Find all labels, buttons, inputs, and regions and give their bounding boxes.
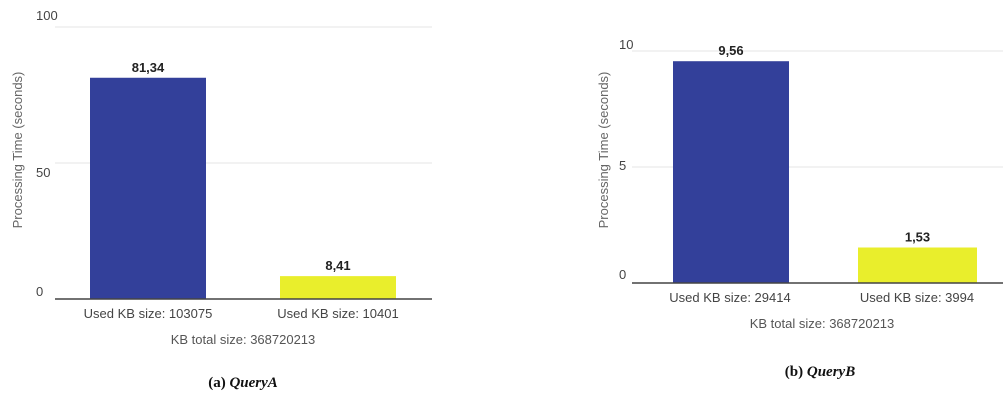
chart-b-data-label-bar-1: 9,56 [718, 43, 743, 58]
chart-b-caption-prefix: (b) [785, 364, 807, 380]
chart-b-caption: (b) QueryB [785, 364, 855, 380]
chart-a-category-label-2: Used KB size: 10401 [277, 306, 398, 321]
chart-b-ytick-10: 10 [619, 37, 633, 52]
chart-b-caption-name: QueryB [807, 364, 855, 380]
chart-a-bar-used-103075 [90, 77, 206, 299]
chart-a-ytick-0: 0 [36, 284, 43, 299]
chart-a-x-axis-label: KB total size: 368720213 [171, 332, 316, 347]
chart-b-ytick-0: 0 [619, 267, 626, 282]
chart-a-bar-used-10401 [280, 276, 396, 299]
chart-b-ytick-5: 5 [619, 158, 626, 173]
chart-a-caption-name: QueryA [229, 375, 277, 391]
chart-b-y-axis-label: Processing Time (seconds) [596, 72, 611, 229]
chart-b-bar-used-3994 [858, 247, 977, 283]
chart-a-data-label-bar-2: 8,41 [325, 258, 350, 273]
chart-b-data-label-bar-2: 1,53 [905, 230, 930, 245]
chart-a-caption-prefix: (a) [208, 375, 229, 391]
chart-b-category-label-2: Used KB size: 3994 [860, 290, 974, 305]
chart-b-bar-used-29414 [673, 61, 789, 283]
chart-b-category-label-1: Used KB size: 29414 [669, 290, 790, 305]
chart-a-ytick-100: 100 [36, 8, 58, 23]
chart-a-y-axis-label: Processing Time (seconds) [10, 72, 25, 229]
chart-b: 10 5 0 Processing Time (seconds) 9,56 1,… [596, 37, 1003, 380]
chart-a-category-label-1: Used KB size: 103075 [84, 306, 213, 321]
chart-a: 100 50 0 Processing Time (seconds) 81,34… [10, 8, 432, 391]
chart-a-caption: (a) QueryA [208, 375, 278, 391]
chart-b-x-axis-label: KB total size: 368720213 [750, 316, 895, 331]
chart-a-ytick-50: 50 [36, 165, 50, 180]
chart-a-data-label-bar-1: 81,34 [132, 60, 165, 75]
